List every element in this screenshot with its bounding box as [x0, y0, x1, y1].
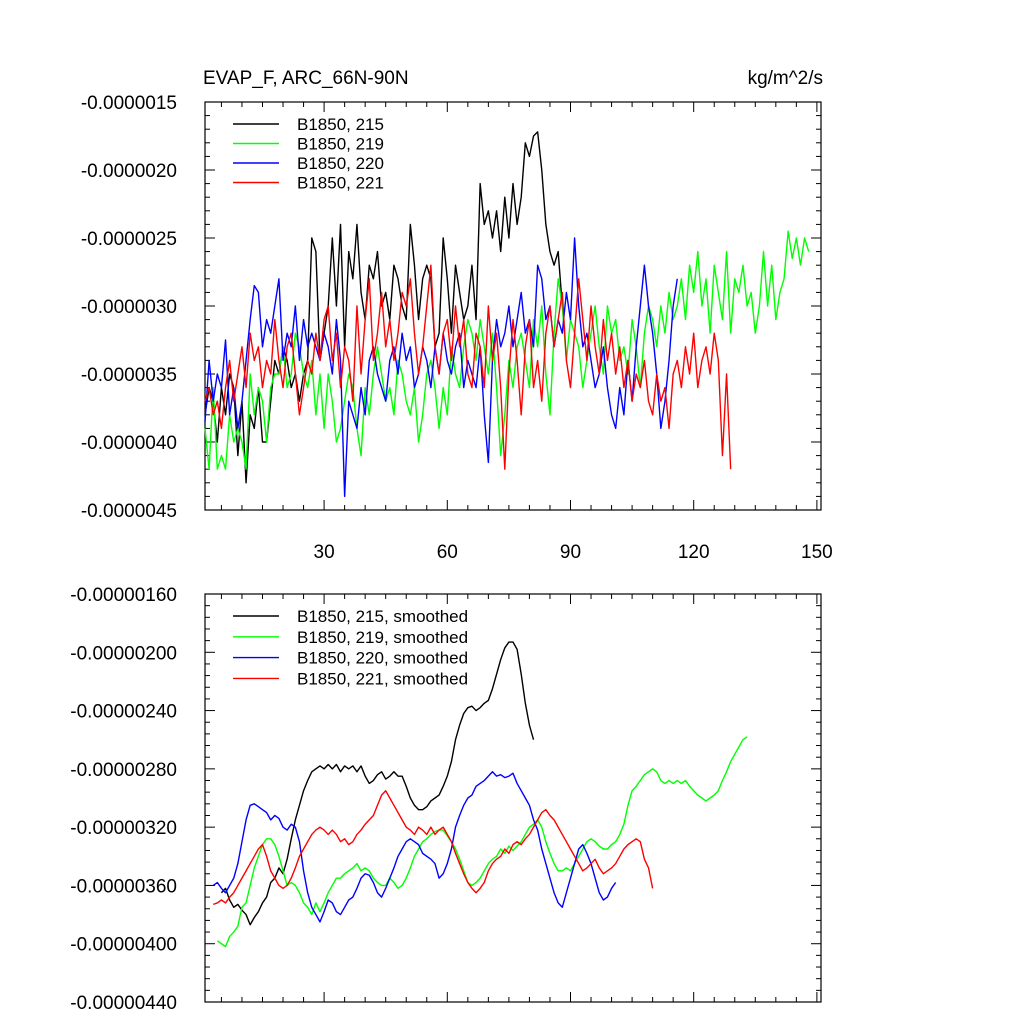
legend-label: B1850, 215: [297, 115, 384, 134]
chart-title: EVAP_F, ARC_66N-90N: [203, 68, 409, 89]
legend-label: B1850, 219: [297, 135, 384, 154]
x-tick-label: 120: [678, 542, 710, 563]
series-line-0: [220, 641, 535, 926]
series-line-1: [204, 230, 810, 470]
y-tick-label: -0.0000040: [81, 433, 177, 454]
top-panel: -0.0000015 -0.0000020 -0.0000025 -0.0000030…: [81, 68, 833, 563]
y-tick-label: -0.00000200: [70, 643, 177, 664]
series-line-1: [216, 736, 748, 948]
plot-frame: [204, 593, 822, 1003]
y-tick-label: -0.0000025: [81, 229, 177, 250]
legend-label: B1850, 219, smoothed: [297, 628, 468, 647]
legend-label: B1850, 220, smoothed: [297, 649, 468, 668]
legend-label: B1850, 215, smoothed: [297, 607, 468, 626]
x-tick-label: 30: [314, 542, 335, 563]
y-tick-label: -0.00000400: [70, 935, 177, 956]
series-line-2: [212, 771, 617, 923]
x-tick-label: 90: [560, 542, 581, 563]
y-tick-label: -0.00000360: [70, 876, 177, 897]
y-tick-label: -0.00000280: [70, 760, 177, 781]
y-tick-label: -0.0000015: [81, 93, 177, 114]
y-tick-label: -0.0000030: [81, 297, 177, 318]
legend-label: B1850, 221, smoothed: [297, 669, 468, 688]
series-line-3: [204, 264, 732, 470]
legend-label: B1850, 220: [297, 154, 384, 173]
y-tick-label: -0.00000240: [70, 702, 177, 723]
y-tick-label: -0.00000160: [70, 585, 177, 606]
legend-label: B1850, 221: [297, 174, 384, 193]
y-tick-label: -0.00000440: [70, 993, 177, 1014]
series-line-0: [204, 131, 563, 484]
y-tick-label: -0.0000035: [81, 365, 177, 386]
y-tick-label: -0.0000045: [81, 501, 177, 522]
series-line-3: [212, 790, 654, 906]
x-tick-label: 150: [801, 542, 833, 563]
bottom-panel: -0.00000160 -0.00000200 -0.00000240 -0.0000…: [70, 585, 822, 1014]
x-tick-label: 60: [437, 542, 458, 563]
y-tick-label: -0.0000020: [81, 161, 177, 182]
units-label: kg/m^2/s: [748, 68, 823, 89]
y-tick-label: -0.00000320: [70, 818, 177, 839]
